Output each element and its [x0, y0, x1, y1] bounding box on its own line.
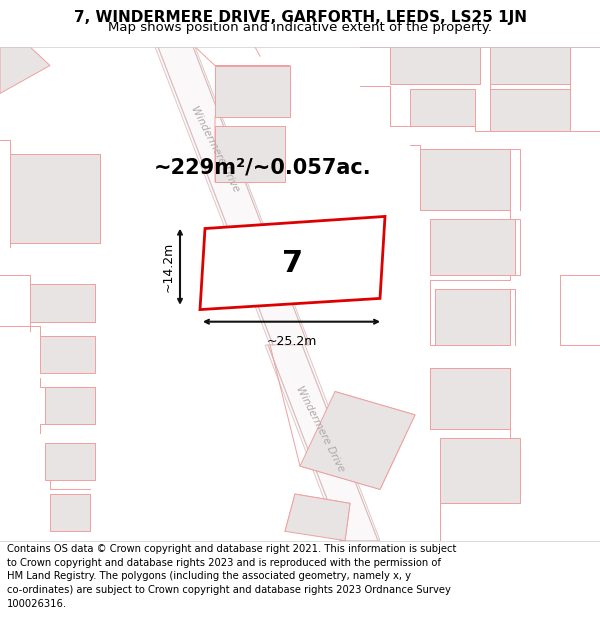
Polygon shape: [430, 368, 510, 429]
Text: Windermere Drive: Windermere Drive: [294, 384, 346, 473]
Polygon shape: [265, 345, 380, 541]
Polygon shape: [490, 89, 570, 131]
Polygon shape: [435, 289, 510, 345]
Polygon shape: [430, 219, 515, 275]
Polygon shape: [200, 216, 385, 309]
Polygon shape: [420, 149, 510, 210]
Polygon shape: [285, 494, 350, 541]
Polygon shape: [40, 336, 95, 373]
Polygon shape: [215, 126, 285, 182]
Polygon shape: [50, 494, 90, 531]
Polygon shape: [215, 66, 290, 117]
Text: 7, WINDERMERE DRIVE, GARFORTH, LEEDS, LS25 1JN: 7, WINDERMERE DRIVE, GARFORTH, LEEDS, LS…: [74, 10, 527, 25]
Polygon shape: [410, 89, 475, 126]
Polygon shape: [300, 392, 415, 489]
Text: ~14.2m: ~14.2m: [162, 242, 175, 292]
Text: 7: 7: [282, 249, 303, 278]
Text: Windermere Drive: Windermere Drive: [189, 105, 241, 194]
Polygon shape: [30, 284, 95, 322]
Polygon shape: [45, 442, 95, 480]
Polygon shape: [155, 47, 310, 345]
Polygon shape: [440, 438, 520, 503]
Polygon shape: [10, 154, 100, 242]
Text: ~229m²/~0.057ac.: ~229m²/~0.057ac.: [154, 158, 371, 178]
Text: Map shows position and indicative extent of the property.: Map shows position and indicative extent…: [108, 21, 492, 34]
Text: ~25.2m: ~25.2m: [266, 335, 317, 348]
Polygon shape: [45, 387, 95, 424]
Text: Contains OS data © Crown copyright and database right 2021. This information is : Contains OS data © Crown copyright and d…: [7, 544, 457, 609]
Polygon shape: [490, 47, 570, 84]
Polygon shape: [0, 47, 50, 94]
Polygon shape: [390, 47, 480, 84]
